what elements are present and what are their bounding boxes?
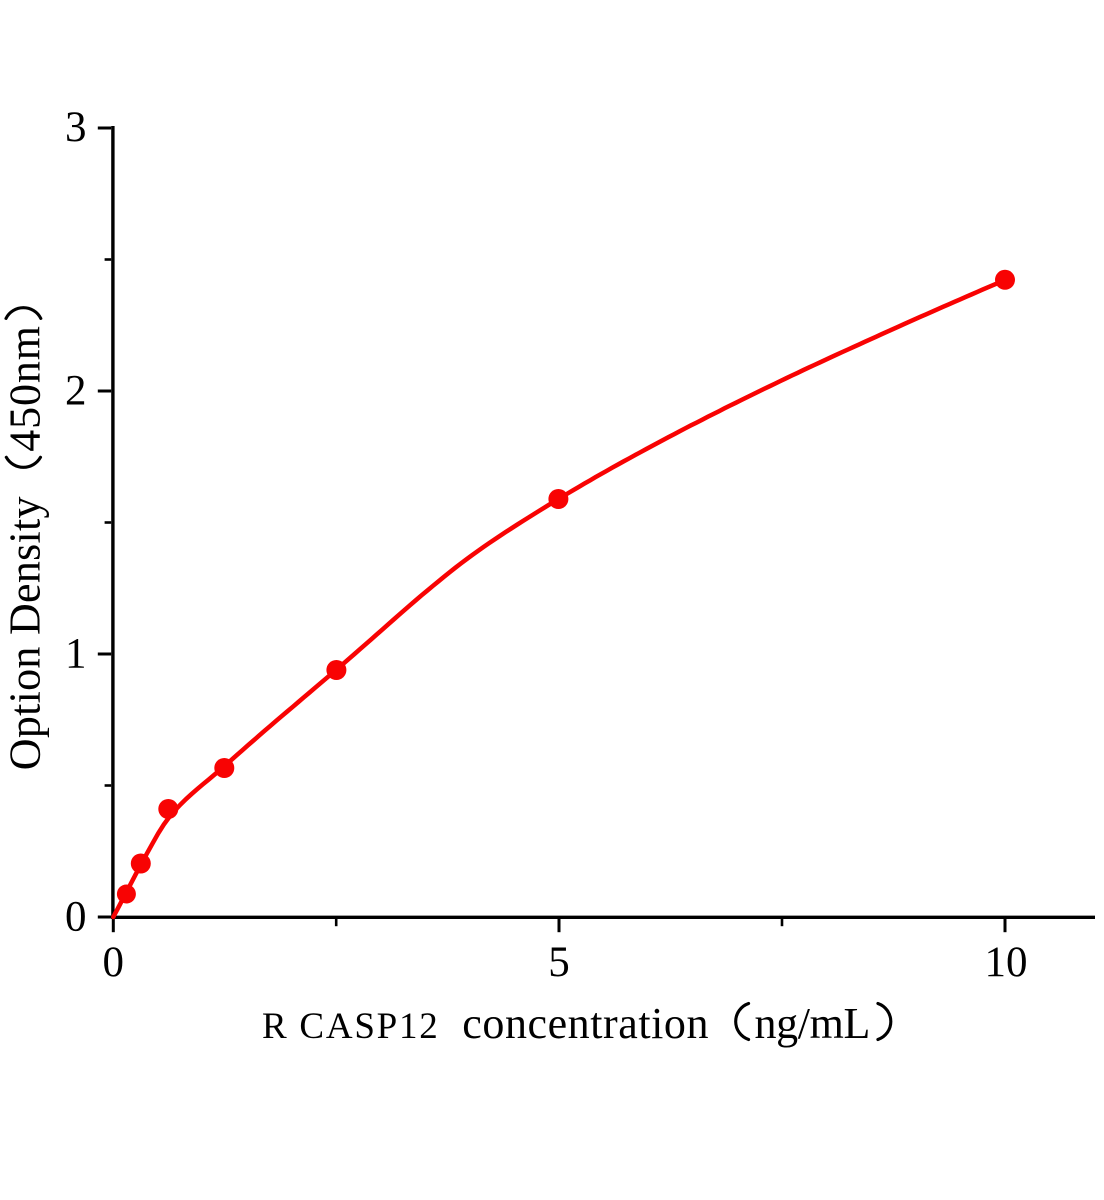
svg-text:ng/mL: ng/mL <box>755 999 871 1048</box>
svg-text:Option Density: Option Density <box>1 496 50 770</box>
svg-text:450nm: 450nm <box>1 325 50 452</box>
svg-text:0: 0 <box>103 939 125 986</box>
svg-text:10: 10 <box>985 939 1028 986</box>
svg-text:5: 5 <box>548 939 570 986</box>
svg-text:R CASP12: R CASP12 <box>262 1006 439 1047</box>
svg-text:0: 0 <box>65 894 87 941</box>
svg-text:concentration: concentration <box>462 999 709 1048</box>
svg-text:1: 1 <box>65 631 87 678</box>
svg-text:3: 3 <box>65 104 87 151</box>
svg-text:2: 2 <box>65 368 87 415</box>
